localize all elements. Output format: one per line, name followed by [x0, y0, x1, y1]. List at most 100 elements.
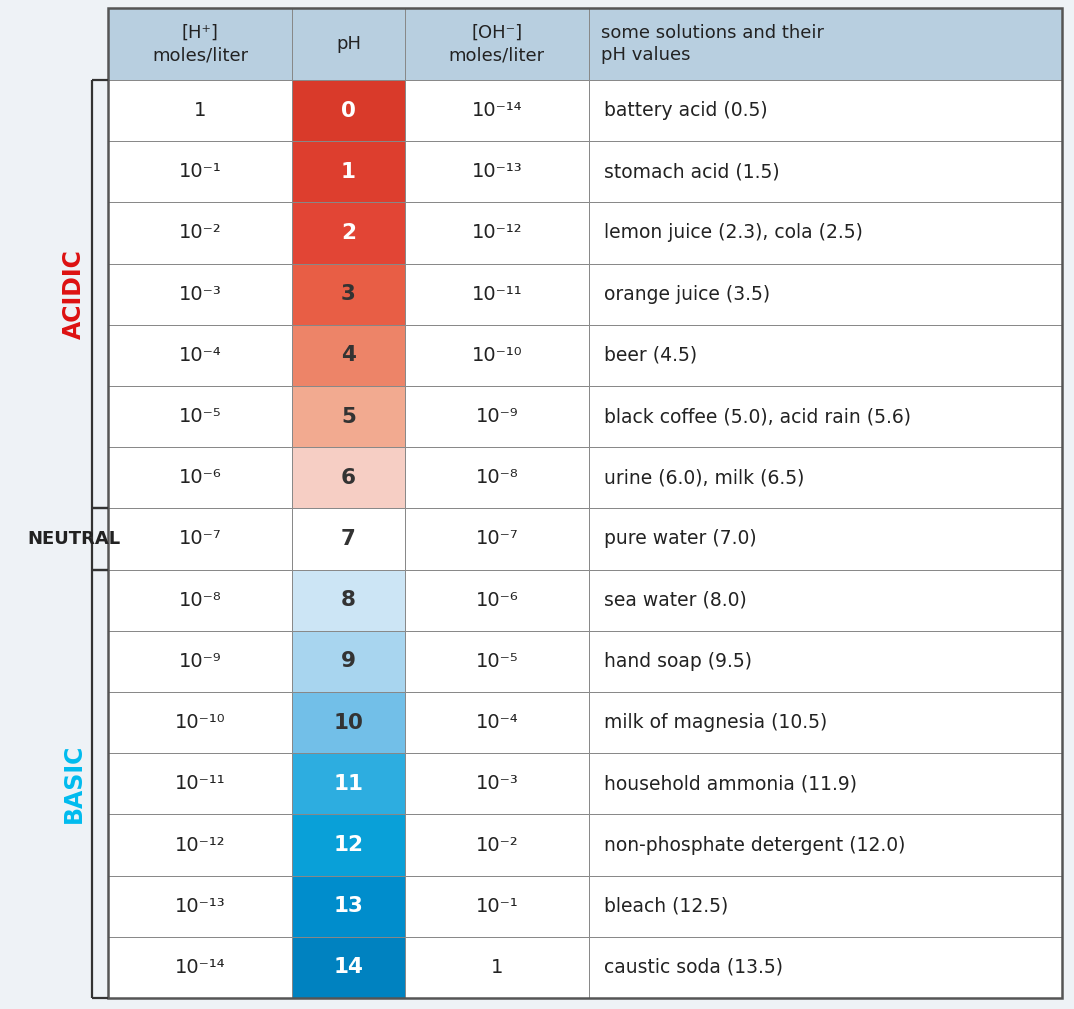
Bar [589, 263, 1062, 325]
Bar [292, 876, 405, 936]
Bar [589, 80, 1062, 141]
Bar [292, 631, 405, 692]
Text: 1: 1 [194, 101, 206, 120]
Bar [589, 753, 1062, 814]
Bar [108, 325, 292, 386]
Text: 10⁻²: 10⁻² [476, 835, 518, 855]
Text: 10⁻⁷: 10⁻⁷ [178, 530, 221, 549]
Bar [292, 753, 405, 814]
Text: caustic soda (13.5): caustic soda (13.5) [604, 958, 783, 977]
Text: 10⁻⁷: 10⁻⁷ [476, 530, 518, 549]
Bar [589, 203, 1062, 263]
Text: lemon juice (2.3), cola (2.5): lemon juice (2.3), cola (2.5) [604, 224, 862, 242]
Bar [405, 814, 589, 876]
Text: 10⁻¹¹: 10⁻¹¹ [175, 774, 226, 793]
Bar [589, 631, 1062, 692]
Text: NEUTRAL: NEUTRAL [28, 530, 120, 548]
Text: 10⁻¹: 10⁻¹ [178, 162, 221, 182]
Text: ACIDIC: ACIDIC [62, 249, 86, 339]
Bar [589, 692, 1062, 753]
Text: 10⁻³: 10⁻³ [178, 285, 221, 304]
Bar [292, 447, 405, 509]
Bar [589, 141, 1062, 203]
Bar [108, 814, 292, 876]
Bar [292, 936, 405, 998]
Text: non-phosphate detergent (12.0): non-phosphate detergent (12.0) [604, 835, 905, 855]
Text: 10⁻¹²: 10⁻¹² [471, 224, 522, 242]
Text: 10⁻⁸: 10⁻⁸ [476, 468, 518, 487]
Bar [108, 509, 292, 570]
Text: [H⁺]
moles/liter: [H⁺] moles/liter [153, 23, 248, 65]
Text: 14: 14 [333, 958, 363, 978]
Text: 9: 9 [340, 652, 355, 671]
Text: 10⁻¹²: 10⁻¹² [175, 835, 226, 855]
Bar [108, 263, 292, 325]
Bar [405, 263, 589, 325]
Text: 10⁻⁹: 10⁻⁹ [178, 652, 221, 671]
Text: 10⁻⁴: 10⁻⁴ [178, 346, 221, 365]
Text: 1: 1 [491, 958, 503, 977]
Text: 10⁻¹⁰: 10⁻¹⁰ [175, 713, 226, 733]
Bar [405, 509, 589, 570]
Text: 10⁻⁵: 10⁻⁵ [476, 652, 518, 671]
Bar [589, 386, 1062, 447]
Bar [108, 936, 292, 998]
Text: 0: 0 [340, 101, 355, 121]
Bar [405, 8, 589, 80]
Text: beer (4.5): beer (4.5) [604, 346, 697, 365]
Text: urine (6.0), milk (6.5): urine (6.0), milk (6.5) [604, 468, 804, 487]
Text: 10⁻¹³: 10⁻¹³ [175, 897, 226, 916]
Text: 10⁻²: 10⁻² [178, 224, 221, 242]
Bar [292, 141, 405, 203]
Bar [405, 692, 589, 753]
Text: 10⁻¹³: 10⁻¹³ [471, 162, 522, 182]
Bar [292, 386, 405, 447]
Text: 4: 4 [340, 345, 355, 365]
Text: stomach acid (1.5): stomach acid (1.5) [604, 162, 780, 182]
Bar [108, 8, 292, 80]
Bar [292, 325, 405, 386]
Bar [292, 509, 405, 570]
Bar [108, 692, 292, 753]
Bar [405, 570, 589, 631]
Text: 13: 13 [333, 896, 363, 916]
Text: 10⁻¹⁴: 10⁻¹⁴ [175, 958, 226, 977]
Bar [108, 876, 292, 936]
Bar [405, 325, 589, 386]
Text: hand soap (9.5): hand soap (9.5) [604, 652, 752, 671]
Text: 10⁻¹: 10⁻¹ [476, 897, 518, 916]
Text: some solutions and their
pH values: some solutions and their pH values [600, 23, 824, 65]
Text: milk of magnesia (10.5): milk of magnesia (10.5) [604, 713, 827, 733]
Bar [405, 386, 589, 447]
Bar [108, 203, 292, 263]
Bar [108, 570, 292, 631]
Text: 10: 10 [333, 712, 363, 733]
Text: 12: 12 [333, 835, 363, 855]
Text: black coffee (5.0), acid rain (5.6): black coffee (5.0), acid rain (5.6) [604, 407, 911, 426]
Bar [108, 753, 292, 814]
Text: 2: 2 [340, 223, 355, 243]
Bar [405, 203, 589, 263]
Text: 8: 8 [340, 590, 355, 610]
Text: bleach (12.5): bleach (12.5) [604, 897, 728, 916]
Bar [589, 814, 1062, 876]
Text: 6: 6 [340, 468, 355, 487]
Text: [OH⁻]
moles/liter: [OH⁻] moles/liter [449, 23, 545, 65]
Bar [292, 80, 405, 141]
Bar [108, 8, 1062, 998]
Bar [405, 80, 589, 141]
Bar [589, 325, 1062, 386]
Text: 10⁻¹¹: 10⁻¹¹ [471, 285, 522, 304]
Bar [292, 814, 405, 876]
Bar [292, 203, 405, 263]
Bar [589, 570, 1062, 631]
Bar [405, 447, 589, 509]
Text: 3: 3 [340, 285, 355, 304]
Text: 10⁻⁶: 10⁻⁶ [476, 590, 518, 609]
Bar [405, 753, 589, 814]
Bar [108, 386, 292, 447]
Bar [589, 8, 1062, 80]
Bar [108, 631, 292, 692]
Text: 10⁻³: 10⁻³ [476, 774, 518, 793]
Text: BASIC: BASIC [62, 744, 86, 823]
